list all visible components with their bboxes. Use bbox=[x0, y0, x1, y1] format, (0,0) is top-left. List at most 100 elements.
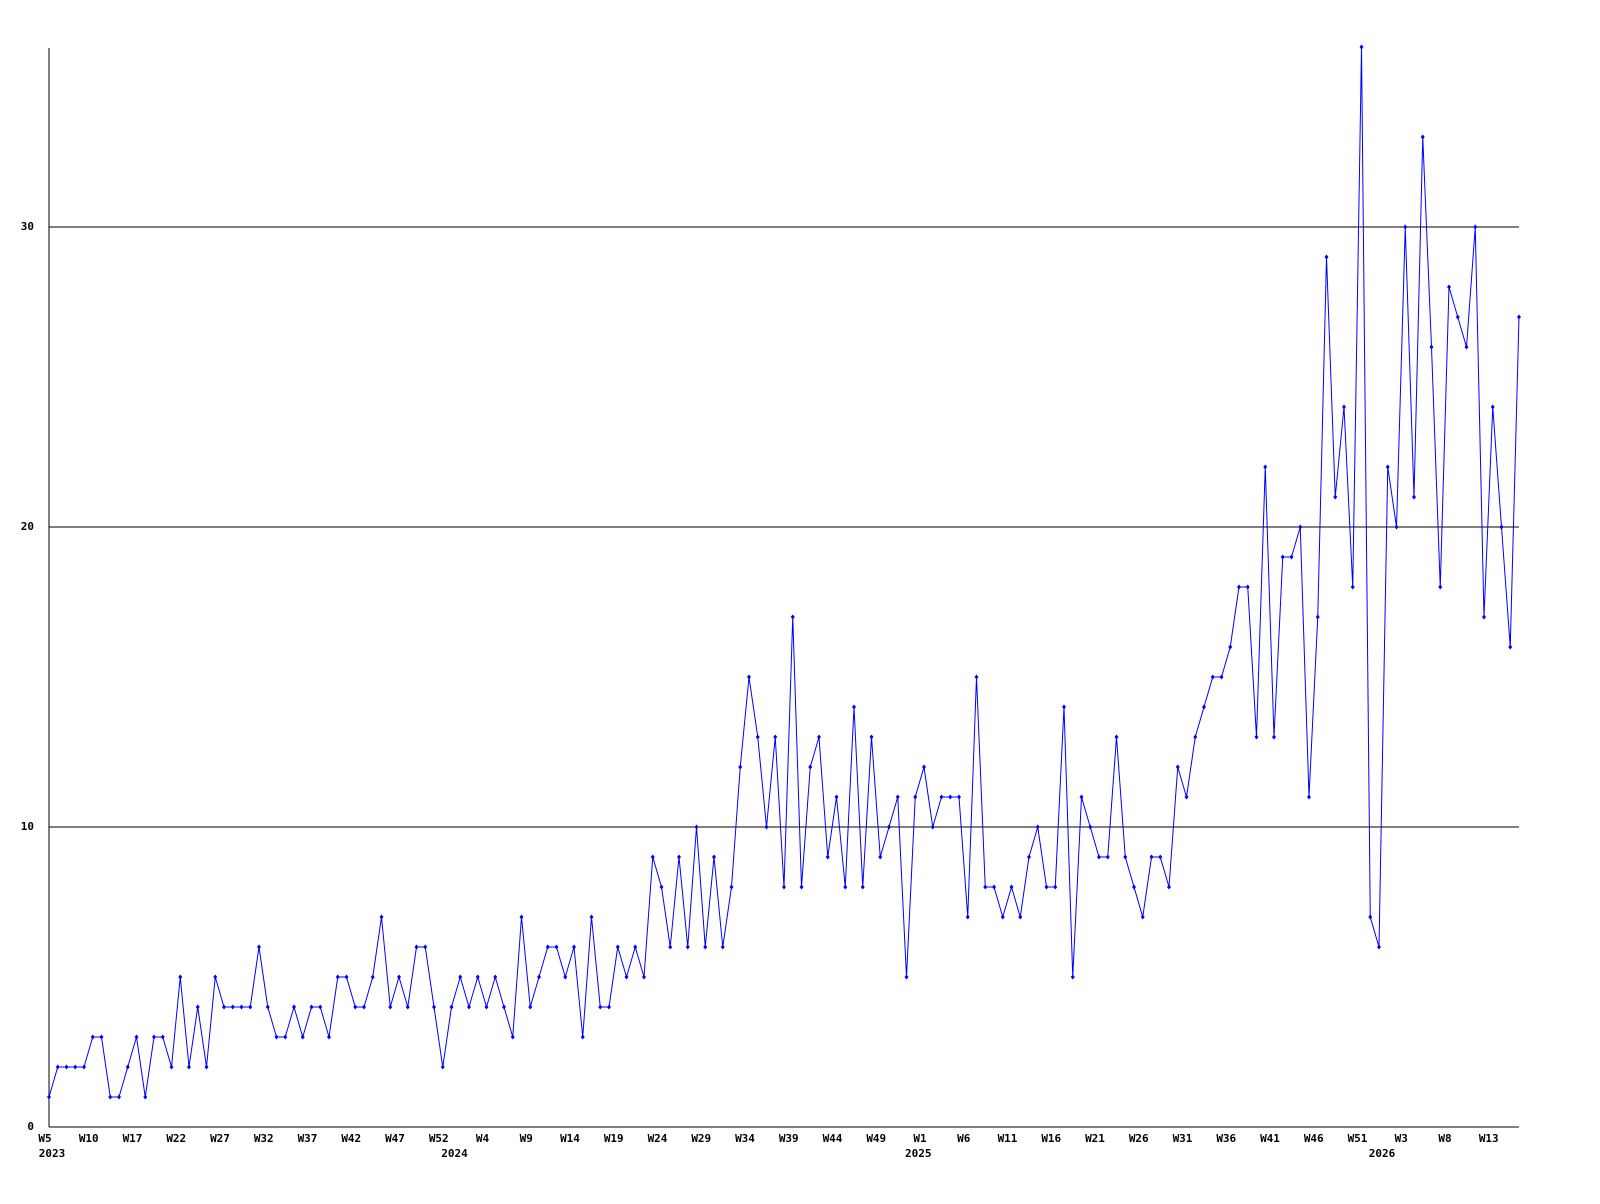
data-point bbox=[1499, 524, 1504, 530]
x-tick-label: W22 bbox=[166, 1132, 186, 1145]
x-tick-label: W41 bbox=[1260, 1132, 1280, 1145]
data-point bbox=[1263, 464, 1268, 470]
data-point bbox=[300, 1034, 305, 1040]
x-tick-label: W52 bbox=[429, 1132, 449, 1145]
data-point bbox=[1035, 824, 1040, 830]
x-tick-label: W49 bbox=[866, 1132, 886, 1145]
data-point bbox=[747, 674, 751, 680]
data-point bbox=[64, 1064, 69, 1070]
data-point bbox=[1350, 584, 1355, 590]
data-point bbox=[257, 944, 261, 950]
data-point bbox=[1210, 674, 1215, 680]
data-point bbox=[755, 734, 760, 740]
data-point bbox=[642, 974, 646, 980]
data-point bbox=[1307, 794, 1311, 800]
x-tick-label: W39 bbox=[779, 1132, 799, 1145]
data-point bbox=[1368, 914, 1373, 920]
data-point bbox=[1385, 464, 1390, 470]
data-point bbox=[213, 974, 218, 980]
data-line bbox=[48, 46, 1520, 1098]
data-point bbox=[790, 614, 795, 620]
data-point bbox=[55, 1064, 60, 1070]
data-point bbox=[528, 1004, 533, 1010]
data-point bbox=[860, 884, 865, 890]
data-point bbox=[904, 974, 909, 980]
data-point bbox=[773, 734, 778, 740]
x-tick-label: W17 bbox=[123, 1132, 143, 1145]
data-point bbox=[1097, 854, 1101, 860]
data-point bbox=[370, 974, 375, 980]
data-point bbox=[939, 794, 944, 800]
data-point bbox=[1000, 914, 1005, 920]
x-tick-label: W16 bbox=[1041, 1132, 1061, 1145]
data-point bbox=[169, 1064, 174, 1070]
data-point bbox=[887, 824, 891, 830]
data-point bbox=[134, 1034, 139, 1040]
data-point bbox=[1517, 314, 1521, 320]
data-point bbox=[1272, 734, 1276, 740]
data-point bbox=[1394, 524, 1399, 530]
data-point bbox=[677, 854, 681, 860]
data-point bbox=[843, 884, 848, 890]
data-point bbox=[712, 854, 716, 860]
data-point bbox=[283, 1034, 288, 1040]
data-point bbox=[1315, 614, 1320, 620]
data-point bbox=[563, 974, 568, 980]
data-point bbox=[1237, 584, 1241, 590]
data-point bbox=[274, 1034, 279, 1040]
x-tick-label: W32 bbox=[254, 1132, 274, 1145]
data-point bbox=[1132, 884, 1136, 890]
year-label: 2025 bbox=[905, 1147, 932, 1160]
data-point bbox=[440, 1064, 445, 1070]
data-point bbox=[117, 1094, 121, 1100]
x-tick-label: W46 bbox=[1304, 1132, 1324, 1145]
data-point bbox=[1088, 824, 1093, 830]
x-tick-label: W13 bbox=[1479, 1132, 1499, 1145]
data-point bbox=[1280, 554, 1285, 560]
data-point bbox=[974, 674, 979, 680]
data-point bbox=[510, 1034, 515, 1040]
data-point bbox=[668, 944, 673, 950]
data-point bbox=[764, 824, 769, 830]
data-point bbox=[1412, 494, 1416, 500]
data-point bbox=[1377, 944, 1381, 950]
data-point bbox=[852, 704, 856, 710]
y-tick-label: 0 bbox=[27, 1120, 34, 1133]
data-point bbox=[99, 1034, 104, 1040]
data-point bbox=[204, 1064, 209, 1070]
data-point bbox=[423, 944, 428, 950]
data-point bbox=[484, 1004, 489, 1010]
data-point bbox=[1009, 884, 1014, 890]
data-point bbox=[362, 1004, 366, 1010]
data-point bbox=[1158, 854, 1163, 860]
data-point bbox=[1447, 284, 1451, 290]
data-point bbox=[47, 1094, 51, 1100]
data-point bbox=[318, 1004, 323, 1010]
data-point bbox=[335, 974, 340, 980]
data-point bbox=[782, 884, 786, 890]
x-tick-label: W5 bbox=[38, 1132, 51, 1145]
data-point bbox=[230, 1004, 235, 1010]
data-point bbox=[1420, 134, 1425, 140]
data-point bbox=[834, 794, 839, 800]
data-point bbox=[414, 944, 419, 950]
data-point bbox=[458, 974, 463, 980]
data-point bbox=[239, 1004, 244, 1010]
x-tick-label: W27 bbox=[210, 1132, 230, 1145]
data-point bbox=[90, 1034, 95, 1040]
data-point bbox=[738, 764, 743, 770]
data-point bbox=[1438, 584, 1443, 590]
data-point bbox=[1473, 224, 1478, 230]
data-point bbox=[554, 944, 559, 950]
data-point bbox=[327, 1034, 331, 1040]
data-point bbox=[817, 734, 821, 740]
data-point bbox=[1342, 404, 1346, 410]
data-point bbox=[344, 974, 349, 980]
data-point bbox=[1254, 734, 1259, 740]
data-point bbox=[160, 1034, 165, 1040]
x-tick-label: W1 bbox=[913, 1132, 927, 1145]
x-tick-label: W21 bbox=[1085, 1132, 1105, 1145]
data-point bbox=[405, 1004, 410, 1010]
data-point bbox=[1070, 974, 1075, 980]
